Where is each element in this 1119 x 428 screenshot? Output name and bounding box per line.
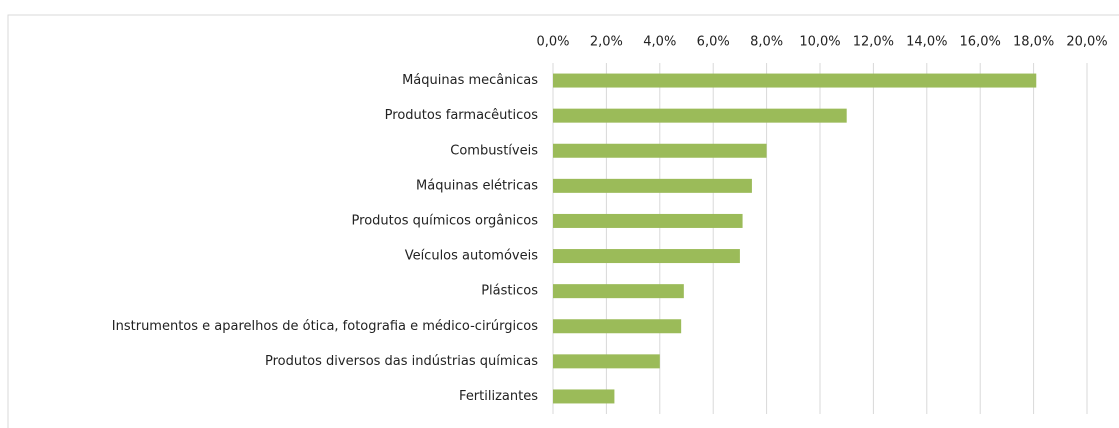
y-tick-label: Fertilizantes bbox=[459, 389, 538, 404]
chart-frame bbox=[7, 14, 1119, 428]
x-tick-label: 10,0% bbox=[799, 35, 840, 50]
bar bbox=[553, 213, 743, 228]
y-tick-label: Máquinas elétricas bbox=[416, 178, 538, 193]
y-tick-label: Máquinas mecânicas bbox=[402, 73, 538, 88]
y-tick-label: Combustíveis bbox=[450, 143, 538, 158]
y-tick-label: Produtos farmacêuticos bbox=[385, 108, 539, 123]
y-tick-label: Produtos diversos das indústrias química… bbox=[265, 354, 538, 369]
x-tick-label: 14,0% bbox=[906, 35, 947, 50]
bar bbox=[553, 354, 660, 369]
y-tick-label: Plásticos bbox=[481, 284, 538, 299]
bar bbox=[553, 178, 752, 193]
x-tick-label: 4,0% bbox=[643, 35, 676, 50]
x-tick-label: 2,0% bbox=[590, 35, 623, 50]
bar bbox=[553, 108, 847, 123]
x-tick-label: 8,0% bbox=[750, 35, 783, 50]
x-tick-label: 0,0% bbox=[536, 35, 569, 50]
x-tick-label: 6,0% bbox=[697, 35, 730, 50]
y-tick-label: Instrumentos e aparelhos de ótica, fotog… bbox=[112, 319, 538, 334]
x-tick-label: 20,0% bbox=[1066, 35, 1107, 50]
bar bbox=[553, 319, 682, 334]
bar bbox=[553, 389, 615, 404]
bar bbox=[553, 73, 1037, 88]
bar bbox=[553, 284, 684, 299]
y-tick-label: Produtos químicos orgânicos bbox=[352, 213, 539, 228]
y-tick-label: Veículos automóveis bbox=[405, 249, 539, 264]
x-tick-label: 18,0% bbox=[1013, 35, 1054, 50]
x-tick-label: 12,0% bbox=[853, 35, 894, 50]
x-tick-label: 16,0% bbox=[960, 35, 1001, 50]
bar bbox=[553, 249, 740, 264]
bar bbox=[553, 143, 767, 158]
